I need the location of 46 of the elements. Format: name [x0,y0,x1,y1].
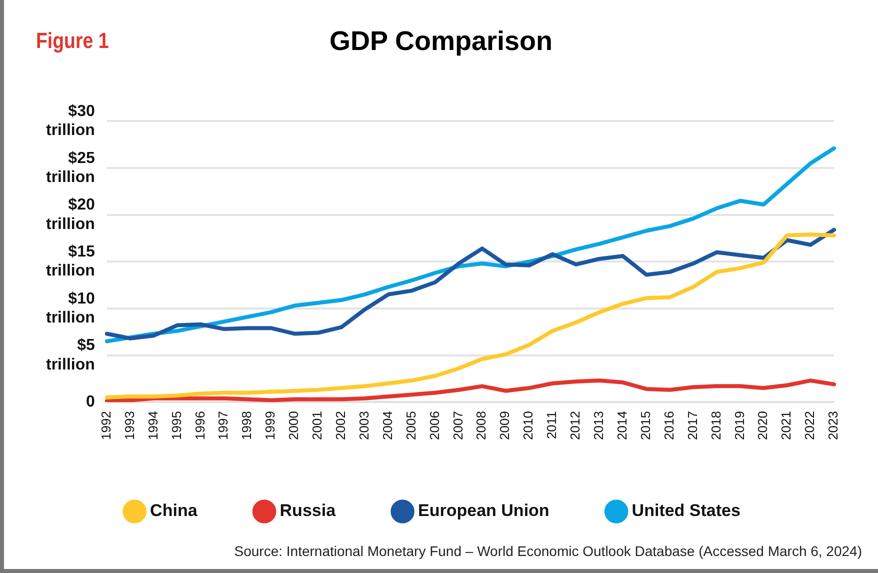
x-tick-label: 2013 [591,411,606,440]
legend-label: Russia [280,501,336,520]
y-tick-label: $15 trillion [46,243,95,280]
x-tick-label: 1996 [192,411,208,440]
x-tick-label: 1999 [262,411,278,440]
x-tick-label: 2010 [520,411,536,440]
y-tick-label: $5 trillion [46,337,95,374]
caption: Figure 1 [36,28,109,54]
x-tick-label: 2015 [638,411,653,440]
x-tick-label: 2003 [356,411,372,440]
x-tick-label: 2020 [755,411,770,440]
x-tick-label: 1993 [122,411,137,440]
chart-title: GDP Comparison [329,26,553,56]
x-tick-label: 1995 [168,411,184,440]
x-tick-label: 2002 [333,411,348,440]
y-tick-label: $10 trillion [46,290,95,326]
x-tick-label: 1992 [98,411,114,440]
y-tick-label: $25 trillion [46,150,95,186]
x-tick-label: 2022 [802,411,818,440]
legend-label: China [150,501,198,520]
x-tick-label: 2019 [732,411,747,440]
y-tick-label: $20 trillion [46,196,95,233]
x-tick-label: 2017 [684,411,700,440]
x-tick-label: 2018 [708,411,724,440]
x-tick-label: 1997 [216,411,231,440]
x-tick-label: 2000 [286,411,302,440]
x-tick-label: 1994 [145,411,160,440]
x-tick-label: 2006 [426,411,442,440]
x-tick-label: 2001 [310,411,325,440]
x-tick-label: 2012 [568,411,583,440]
x-tick-label: 2021 [778,411,794,440]
legend-label: United States [632,501,740,520]
y-tick-label: $30 trillion [46,103,95,140]
x-tick-label: 2016 [661,411,676,440]
legend-label: European Union [418,501,550,520]
x-tick-label: 2008 [474,411,489,440]
source-note: Source: International Monetary Fund – World Economic Outlook Database (Accessed March 6, 2024) [234,543,862,559]
x-tick-label: 1998 [239,411,254,440]
x-tick-label: 2011 [544,411,560,440]
x-tick-label: 2004 [380,411,395,440]
x-tick-label: 2009 [497,411,512,440]
x-tick-label: 2005 [403,411,418,440]
y-tick-label: 0 [86,393,95,410]
x-tick-label: 2007 [450,411,466,440]
x-tick-label: 2014 [614,411,630,440]
x-tick-label: 2023 [826,411,841,440]
